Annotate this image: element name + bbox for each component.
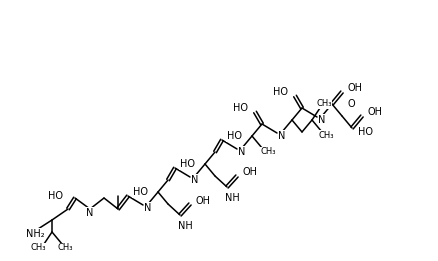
Text: NH: NH bbox=[177, 221, 192, 231]
Text: O: O bbox=[347, 99, 355, 109]
Text: HO: HO bbox=[357, 127, 372, 137]
Text: NH₂: NH₂ bbox=[26, 229, 44, 239]
Text: CH₃: CH₃ bbox=[318, 130, 333, 139]
Text: N: N bbox=[191, 175, 198, 185]
Text: HO: HO bbox=[180, 159, 194, 169]
Text: OH: OH bbox=[347, 83, 362, 93]
Text: N: N bbox=[278, 131, 285, 141]
Text: N: N bbox=[86, 208, 93, 218]
Text: OH: OH bbox=[243, 167, 258, 177]
Text: OH: OH bbox=[195, 196, 211, 206]
Text: CH₃: CH₃ bbox=[315, 99, 331, 109]
Text: CH₃: CH₃ bbox=[57, 244, 73, 252]
Text: CH₃: CH₃ bbox=[30, 244, 46, 252]
Text: HO: HO bbox=[272, 87, 287, 97]
Text: N: N bbox=[144, 203, 152, 213]
Text: HO: HO bbox=[233, 103, 247, 113]
Text: N: N bbox=[318, 115, 325, 125]
Text: N: N bbox=[238, 147, 245, 157]
Text: HO: HO bbox=[226, 131, 241, 141]
Text: CH₃: CH₃ bbox=[260, 147, 275, 157]
Text: NH: NH bbox=[224, 193, 239, 203]
Text: HO: HO bbox=[133, 187, 148, 197]
Text: OH: OH bbox=[367, 107, 382, 117]
Text: HO: HO bbox=[48, 191, 63, 201]
